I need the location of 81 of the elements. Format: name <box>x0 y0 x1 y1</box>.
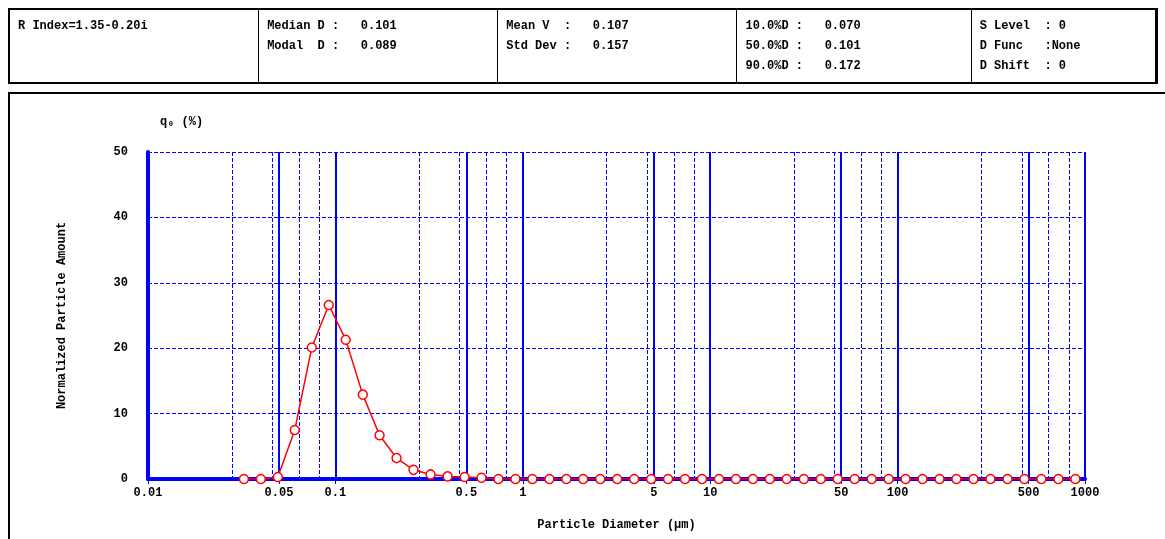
point <box>679 473 691 485</box>
point <box>238 473 250 485</box>
text: 90.0%D : 0.172 <box>745 59 861 73</box>
point <box>476 472 487 483</box>
point <box>662 473 674 485</box>
y-tick-label: 0 <box>120 472 128 486</box>
text: D Shift : 0 <box>979 59 1067 73</box>
point <box>934 473 945 485</box>
point <box>459 471 470 483</box>
point <box>798 473 810 485</box>
point <box>730 473 742 485</box>
point <box>883 473 894 485</box>
point <box>289 424 301 436</box>
text: 10.0%D : 0.070 <box>745 19 861 33</box>
point <box>713 473 725 485</box>
point <box>866 473 877 485</box>
point <box>561 473 572 485</box>
point <box>815 473 827 485</box>
x-tick-label: 10 <box>703 486 718 500</box>
point <box>510 473 521 485</box>
point <box>1036 473 1047 485</box>
y-tick-label: 50 <box>113 145 128 159</box>
x-tick-label: 0.01 <box>133 486 163 500</box>
x-tick-label: 1 <box>519 486 527 500</box>
x-axis-title: Particle Diameter (μm) <box>537 518 696 532</box>
point <box>1002 473 1013 485</box>
point <box>442 471 453 482</box>
x-tick-label: 0.1 <box>324 486 347 500</box>
point <box>577 473 589 485</box>
point <box>374 429 385 441</box>
point <box>849 473 860 485</box>
point <box>985 473 996 485</box>
point <box>781 473 792 485</box>
text: Std Dev : 0.157 <box>506 39 629 53</box>
point <box>255 473 267 485</box>
point <box>527 473 538 485</box>
x-tick-label: 5 <box>650 486 658 500</box>
point <box>968 473 979 485</box>
y-tick-label: 30 <box>113 275 128 290</box>
x-tick-label: 1000 <box>1070 486 1100 500</box>
y-axis-title: Normalized Particle Amount <box>55 221 69 410</box>
point <box>832 473 843 485</box>
x-tick-label: 0.05 <box>264 486 294 500</box>
point <box>306 342 318 353</box>
point <box>628 473 640 485</box>
point <box>493 473 504 485</box>
y-tick-label: 20 <box>113 341 128 356</box>
point <box>1070 473 1081 485</box>
text: q₀ (%) <box>160 115 204 129</box>
text: Median D : 0.101 <box>267 19 397 33</box>
point <box>917 473 928 485</box>
point <box>951 473 962 485</box>
point <box>391 452 402 464</box>
point <box>544 473 555 485</box>
point <box>323 299 335 311</box>
point <box>900 473 911 485</box>
point <box>611 473 623 485</box>
point <box>1019 473 1030 485</box>
point <box>1053 473 1064 485</box>
point <box>272 471 284 483</box>
point <box>595 473 606 485</box>
point <box>747 473 759 485</box>
text: S Level : 0 <box>979 19 1067 33</box>
y-tick-label: 10 <box>113 406 128 421</box>
point <box>764 473 776 485</box>
x-tick-label: 100 <box>886 486 909 500</box>
point <box>696 473 708 485</box>
point <box>357 389 369 400</box>
text: 50.0%D : 0.101 <box>745 39 861 53</box>
text: D Func :None <box>979 39 1081 53</box>
x-tick-label: 50 <box>833 486 849 500</box>
point <box>645 473 657 485</box>
y-tick-label: 40 <box>113 210 128 225</box>
text: R Index=1.35-0.20i <box>10 10 260 82</box>
point <box>408 464 419 476</box>
x-tick-label: 0.5 <box>455 486 478 500</box>
text: Mean V : 0.107 <box>506 19 629 33</box>
x-tick-label: 500 <box>1017 486 1040 500</box>
point <box>340 334 351 345</box>
text: Modal D : 0.089 <box>267 39 397 53</box>
point <box>425 469 436 480</box>
